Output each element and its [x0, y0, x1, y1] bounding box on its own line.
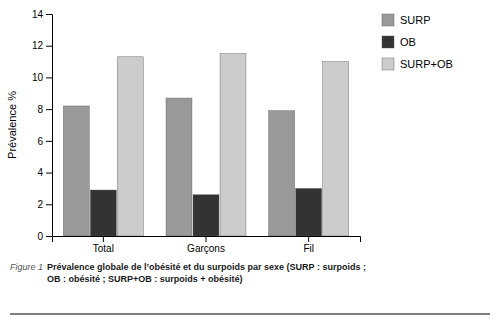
bar	[269, 111, 295, 236]
axis-domain	[46, 15, 53, 237]
y-tick-label: 0	[37, 231, 43, 242]
legend-swatch	[382, 58, 394, 70]
legend-label: SURP+OB	[400, 58, 453, 70]
y-tick-mark	[46, 141, 52, 142]
x-axis: Total Garçons Fil	[53, 236, 361, 254]
x-tick-mark	[308, 236, 309, 242]
legend-swatch	[382, 14, 394, 26]
legend-item: SURP+OB	[382, 58, 453, 70]
bar	[193, 195, 219, 236]
legend-item: SURP	[382, 14, 431, 26]
bar-series	[63, 98, 294, 236]
x-tick-label: Total	[93, 243, 114, 254]
bar	[117, 57, 143, 236]
x-tick-label: Garçons	[187, 243, 225, 254]
bar	[220, 54, 246, 236]
x-tick: Total	[93, 236, 114, 254]
legend-label: SURP	[400, 14, 431, 26]
y-tick-mark	[46, 77, 52, 78]
axis-domain	[53, 237, 361, 243]
y-tick: 10	[32, 72, 52, 83]
x-tick: Fil	[303, 236, 314, 254]
legend: SURP OB SURP+OB	[382, 14, 453, 70]
bar	[63, 106, 89, 236]
x-tick-mark	[206, 236, 207, 242]
y-tick-mark	[46, 204, 52, 205]
chart: 0 2 4 6 8 10 12 14 Total Garçons Fil Prévalence % SU…	[0, 0, 500, 324]
y-tick-label: 12	[32, 40, 44, 51]
caption-line: Prévalence globale de l’obésité et du su…	[47, 262, 366, 272]
y-tick-label: 2	[37, 199, 43, 210]
bar	[296, 188, 322, 236]
caption-line: OB : obésité ; SURP+OB : surpoids + obés…	[47, 274, 243, 284]
caption-text: Prévalence globale de l’obésité et du su…	[47, 262, 366, 284]
y-tick-label: 14	[32, 9, 44, 20]
legend-label: OB	[400, 36, 416, 48]
y-tick: 2	[37, 199, 52, 210]
y-tick-label: 6	[37, 136, 43, 147]
y-tick-mark	[46, 109, 52, 110]
y-tick-label: 4	[37, 167, 43, 178]
y-tick-mark	[46, 236, 52, 237]
y-tick-mark	[46, 173, 52, 174]
y-axis: 0 2 4 6 8 10 12 14	[32, 9, 53, 242]
x-tick-mark	[103, 236, 104, 242]
x-tick-label: Fil	[303, 243, 314, 254]
y-tick: 0	[37, 231, 52, 242]
bar-series	[117, 54, 348, 236]
legend-item: OB	[382, 36, 416, 48]
bar	[323, 62, 349, 236]
y-tick-mark	[46, 46, 52, 47]
y-tick: 8	[37, 104, 52, 115]
caption-label: Figure 1	[10, 262, 43, 272]
x-tick: Garçons	[187, 236, 225, 254]
rule	[10, 313, 490, 314]
bar	[166, 98, 192, 236]
legend-swatch	[382, 36, 394, 48]
y-tick: 12	[32, 40, 52, 51]
y-tick-label: 10	[32, 72, 44, 83]
bars	[63, 54, 348, 236]
y-tick: 4	[37, 167, 52, 178]
y-tick: 14	[32, 9, 52, 20]
bar	[90, 190, 116, 236]
y-tick-mark	[46, 14, 52, 15]
y-tick-label: 8	[37, 104, 43, 115]
y-tick: 6	[37, 136, 52, 147]
y-axis-label: Prévalence %	[6, 91, 18, 159]
